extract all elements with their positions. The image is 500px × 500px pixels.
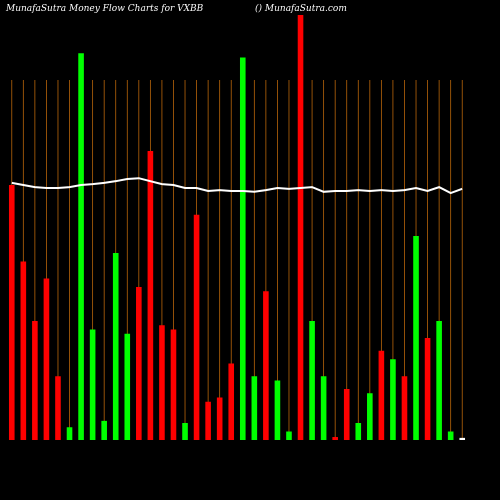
bar <box>20 261 27 440</box>
bar <box>170 329 177 440</box>
bar <box>182 423 188 440</box>
bar <box>447 431 454 440</box>
bar <box>459 437 466 440</box>
bar <box>251 376 258 440</box>
bar <box>343 389 350 440</box>
bar <box>390 359 396 440</box>
bar <box>205 401 211 440</box>
bar <box>320 376 327 440</box>
bar <box>112 253 119 440</box>
bar <box>413 236 419 440</box>
bar <box>216 397 223 440</box>
bar <box>8 185 15 440</box>
bar <box>193 214 200 440</box>
bar <box>32 321 38 440</box>
bar <box>228 363 235 440</box>
bar <box>378 350 385 440</box>
bar <box>89 329 96 440</box>
bar <box>286 431 292 440</box>
bar <box>424 338 431 440</box>
bar <box>78 53 84 440</box>
bar <box>367 393 373 440</box>
bar <box>101 420 107 440</box>
bar <box>401 376 408 440</box>
bar <box>55 376 61 440</box>
chart-subtitle: () MunafaSutra.com <box>255 3 347 14</box>
bar <box>136 287 142 440</box>
bar <box>309 321 315 440</box>
bar <box>436 321 442 440</box>
bar <box>332 437 338 440</box>
line <box>11 177 463 195</box>
bar <box>297 15 304 440</box>
bar <box>263 291 269 440</box>
bar <box>124 333 131 440</box>
bar <box>66 427 73 440</box>
bar <box>159 325 165 440</box>
bar <box>239 57 246 440</box>
chart-title: MunafaSutra Money Flow Charts for VXBB <box>5 4 204 14</box>
bar <box>43 278 50 440</box>
bar <box>355 423 362 440</box>
bar <box>274 380 281 440</box>
bar <box>147 151 154 440</box>
